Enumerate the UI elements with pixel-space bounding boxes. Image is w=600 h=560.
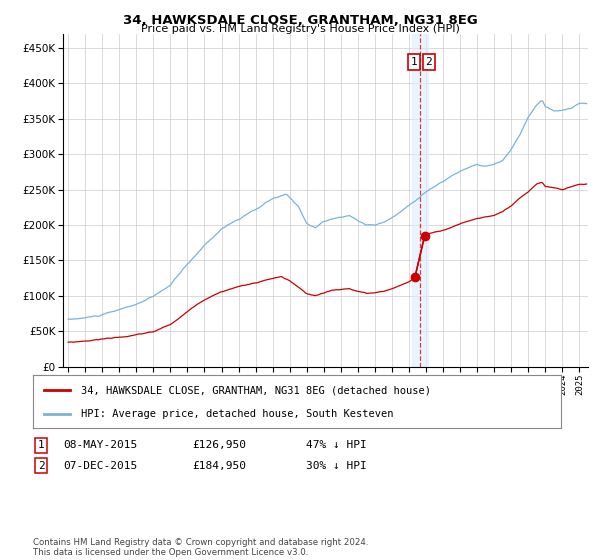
Text: £126,950: £126,950 — [192, 440, 246, 450]
Text: HPI: Average price, detached house, South Kesteven: HPI: Average price, detached house, Sout… — [80, 408, 393, 418]
Text: 1: 1 — [38, 440, 44, 450]
Text: £184,950: £184,950 — [192, 461, 246, 471]
Text: 08-MAY-2015: 08-MAY-2015 — [63, 440, 137, 450]
Bar — [412, 34, 428, 367]
Text: 07-DEC-2015: 07-DEC-2015 — [63, 461, 137, 471]
Text: Contains HM Land Registry data © Crown copyright and database right 2024.
This d: Contains HM Land Registry data © Crown c… — [33, 538, 368, 557]
Text: 2: 2 — [425, 57, 433, 67]
Text: 34, HAWKSDALE CLOSE, GRANTHAM, NG31 8EG: 34, HAWKSDALE CLOSE, GRANTHAM, NG31 8EG — [122, 14, 478, 27]
Text: Price paid vs. HM Land Registry's House Price Index (HPI): Price paid vs. HM Land Registry's House … — [140, 24, 460, 34]
Text: 30% ↓ HPI: 30% ↓ HPI — [306, 461, 367, 471]
Text: 47% ↓ HPI: 47% ↓ HPI — [306, 440, 367, 450]
Text: 2: 2 — [38, 461, 44, 471]
Text: 34, HAWKSDALE CLOSE, GRANTHAM, NG31 8EG (detached house): 34, HAWKSDALE CLOSE, GRANTHAM, NG31 8EG … — [80, 385, 431, 395]
Text: 1: 1 — [411, 57, 418, 67]
